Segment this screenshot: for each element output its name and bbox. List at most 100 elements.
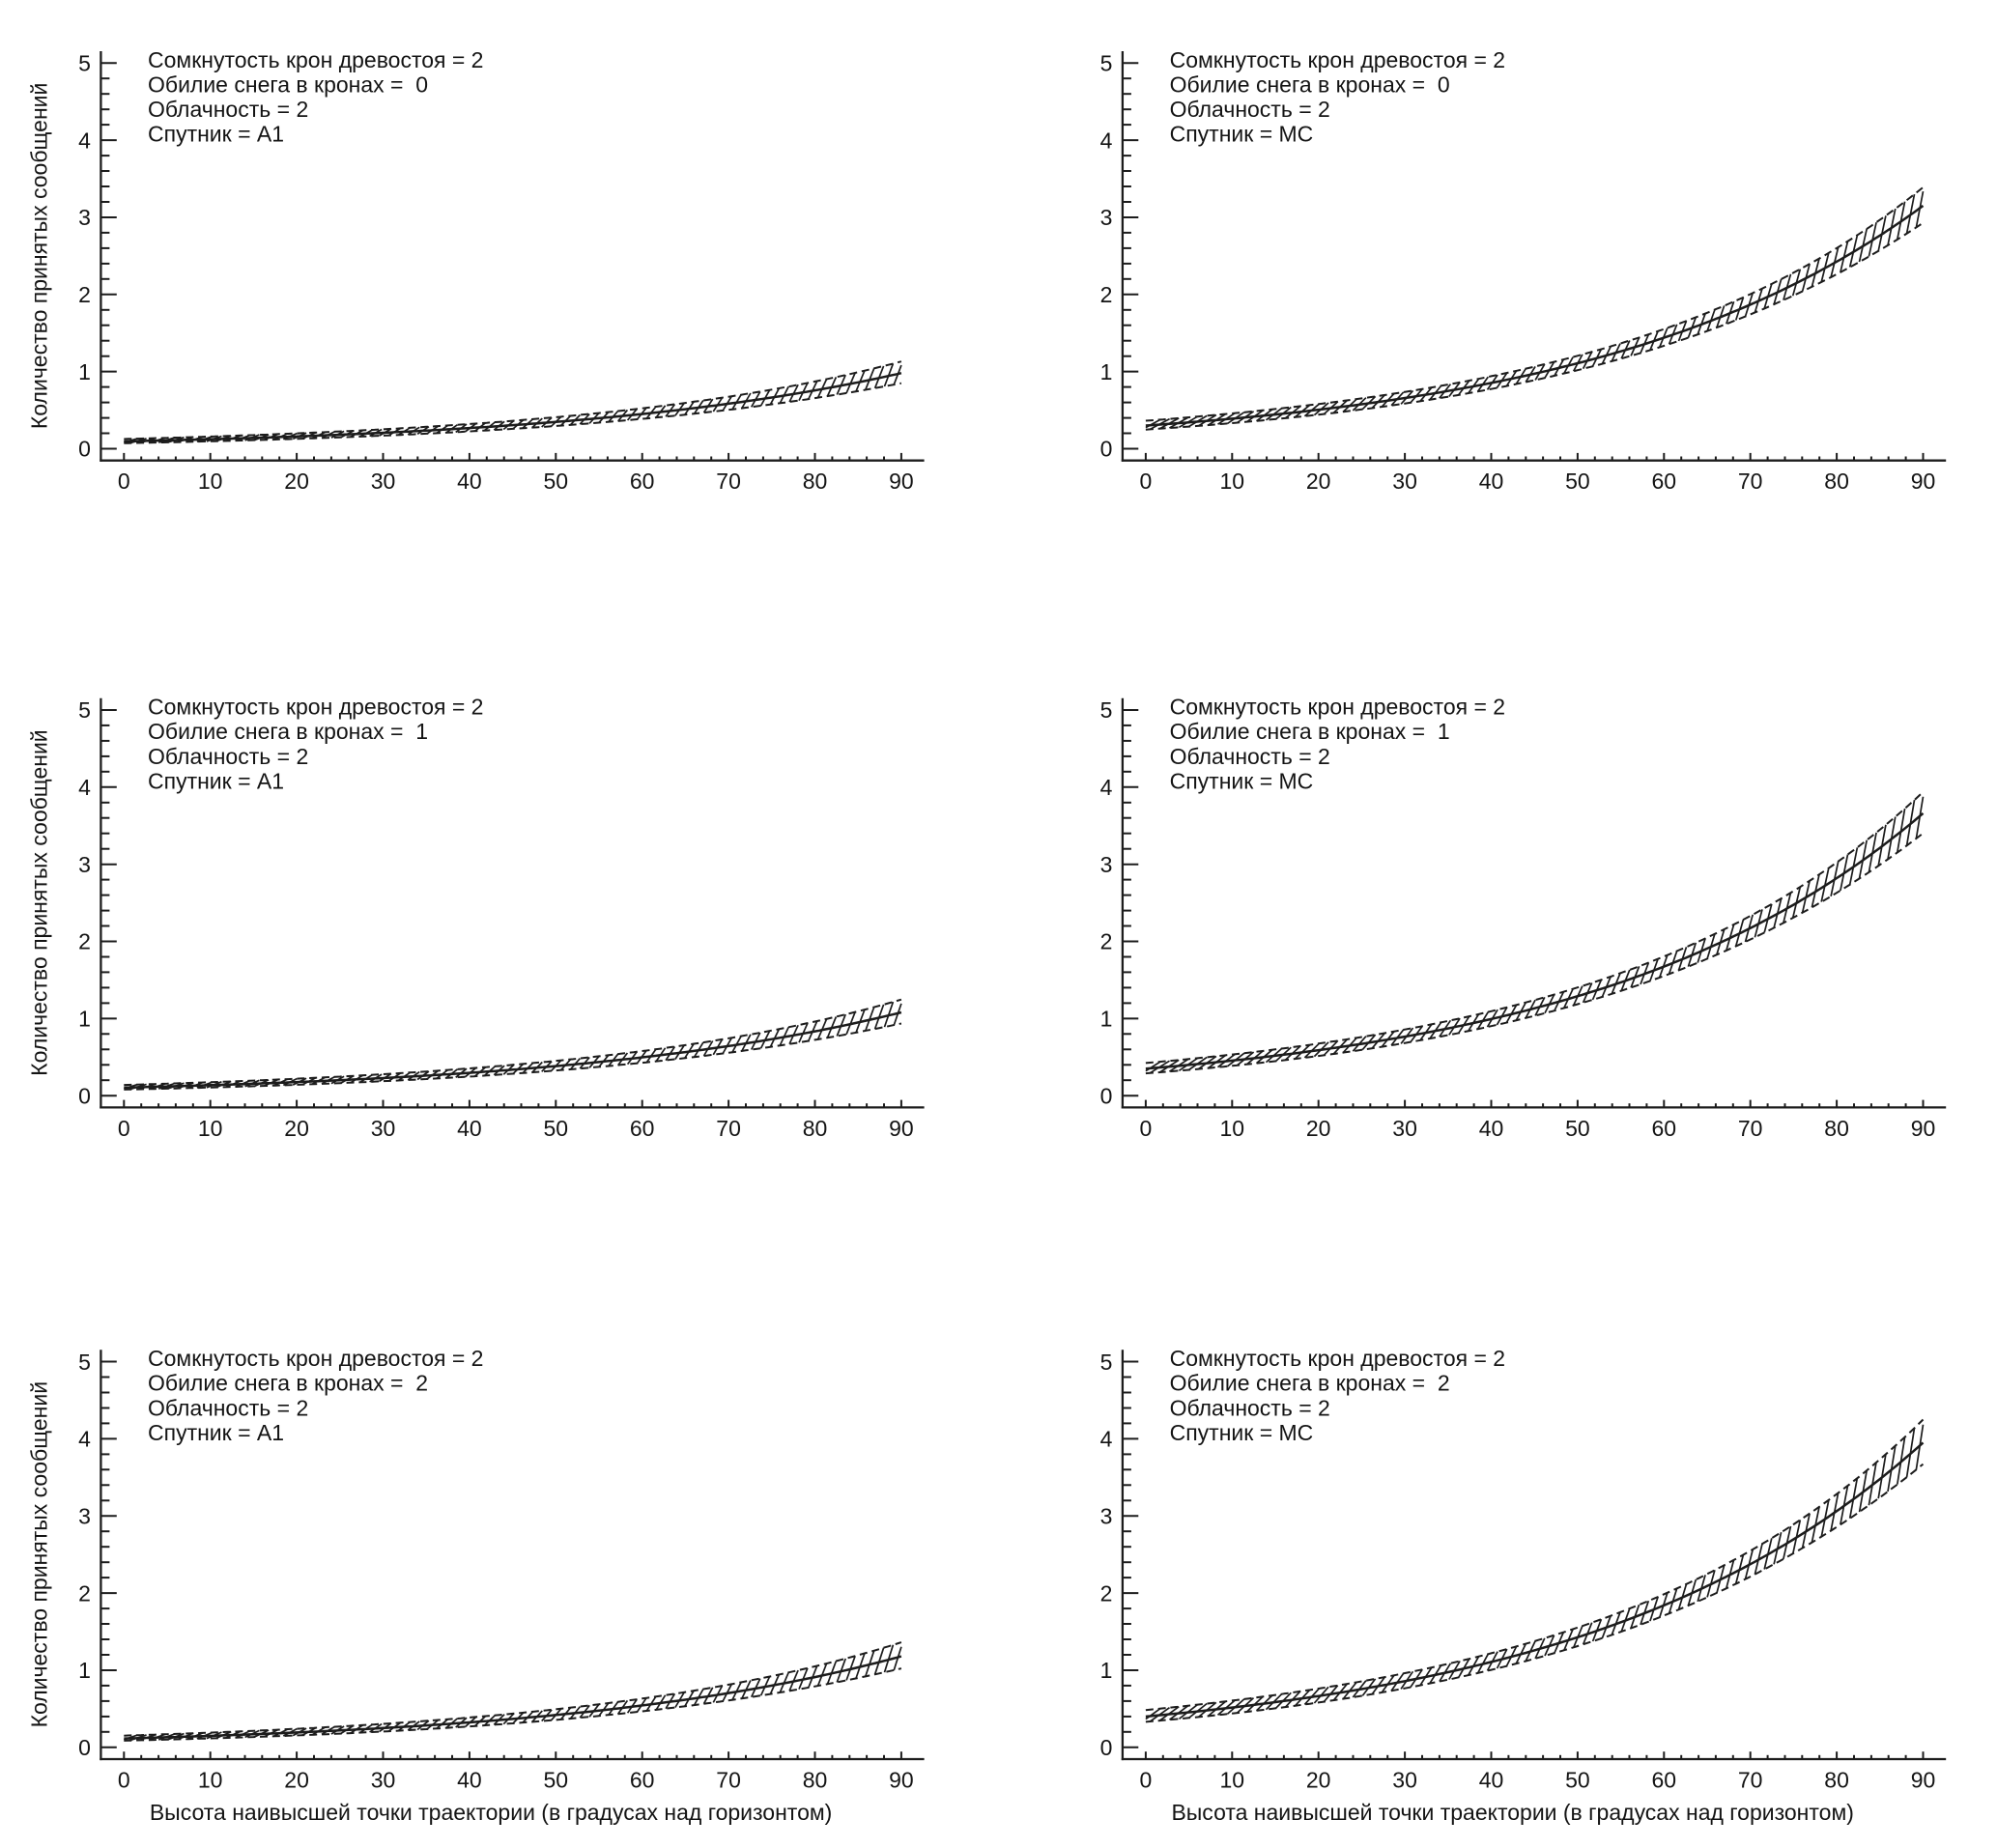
svg-text:80: 80: [803, 469, 828, 494]
svg-text:0: 0: [78, 437, 91, 462]
svg-text:5: 5: [78, 1350, 91, 1375]
svg-text:1: 1: [78, 1007, 91, 1032]
svg-text:90: 90: [889, 469, 914, 494]
svg-text:0: 0: [1100, 1083, 1113, 1108]
svg-text:60: 60: [1652, 1768, 1677, 1793]
svg-text:Обилие снега в кронах = 1: Обилие снега в кронах = 1: [148, 719, 428, 744]
svg-text:30: 30: [1392, 1768, 1417, 1793]
svg-text:0: 0: [118, 1116, 130, 1141]
svg-text:50: 50: [1565, 1768, 1590, 1793]
svg-text:30: 30: [371, 1116, 396, 1141]
svg-text:40: 40: [1479, 1768, 1504, 1793]
svg-text:30: 30: [371, 1768, 396, 1793]
svg-text:70: 70: [1738, 1768, 1763, 1793]
svg-text:50: 50: [1565, 469, 1590, 494]
svg-text:0: 0: [78, 1735, 91, 1760]
svg-text:2: 2: [78, 282, 91, 307]
svg-text:3: 3: [78, 205, 91, 230]
svg-text:4: 4: [1100, 775, 1113, 800]
svg-text:10: 10: [1220, 1768, 1245, 1793]
svg-text:Спутник = А1: Спутник = А1: [148, 122, 284, 147]
svg-text:Спутник = А1: Спутник = А1: [148, 768, 284, 793]
svg-text:70: 70: [716, 1768, 741, 1793]
svg-text:3: 3: [78, 1504, 91, 1529]
svg-text:5: 5: [78, 51, 91, 76]
svg-text:5: 5: [1100, 51, 1113, 76]
svg-text:Сомкнутость крон древостоя = 2: Сомкнутость крон древостоя = 2: [148, 47, 483, 72]
svg-text:Сомкнутость крон древостоя = 2: Сомкнутость крон древостоя = 2: [1170, 47, 1505, 72]
svg-text:Сомкнутость крон древостоя = 2: Сомкнутость крон древостоя = 2: [1170, 1346, 1505, 1371]
svg-text:Облачность = 2: Облачность = 2: [1170, 744, 1330, 769]
svg-text:40: 40: [457, 469, 482, 494]
svg-text:40: 40: [1479, 1116, 1504, 1141]
svg-text:0: 0: [1100, 1735, 1113, 1760]
svg-text:50: 50: [1565, 1116, 1590, 1141]
svg-text:Количество принятых сообщений: Количество принятых сообщений: [27, 1381, 52, 1727]
svg-text:Спутник = МС: Спутник = МС: [1170, 768, 1314, 793]
svg-text:10: 10: [198, 1116, 223, 1141]
svg-text:20: 20: [284, 1768, 309, 1793]
svg-text:Сомкнутость крон древостоя = 2: Сомкнутость крон древостоя = 2: [148, 1346, 483, 1371]
svg-text:50: 50: [544, 1768, 569, 1793]
svg-text:Спутник = МС: Спутник = МС: [1170, 122, 1314, 147]
svg-text:Спутник = МС: Спутник = МС: [1170, 1420, 1314, 1445]
svg-text:90: 90: [1911, 1768, 1936, 1793]
svg-text:2: 2: [1100, 929, 1113, 954]
svg-text:1: 1: [78, 359, 91, 384]
svg-text:4: 4: [1100, 1427, 1113, 1452]
svg-text:40: 40: [457, 1116, 482, 1141]
svg-text:1: 1: [1100, 1658, 1113, 1683]
svg-text:3: 3: [78, 852, 91, 877]
svg-text:Сомкнутость крон древостоя = 2: Сомкнутость крон древостоя = 2: [148, 695, 483, 720]
svg-text:10: 10: [1220, 1116, 1245, 1141]
svg-text:Обилие снега в кронах = 2: Обилие снега в кронах = 2: [1170, 1371, 1450, 1396]
svg-text:0: 0: [1100, 437, 1113, 462]
svg-text:80: 80: [1824, 469, 1849, 494]
svg-text:30: 30: [1392, 469, 1417, 494]
svg-text:Высота наивысшей точки траекто: Высота наивысшей точки траектории (в гра…: [1171, 1800, 1854, 1825]
svg-text:4: 4: [78, 775, 91, 800]
svg-text:30: 30: [1392, 1116, 1417, 1141]
svg-text:Облачность = 2: Облачность = 2: [1170, 1395, 1330, 1420]
svg-text:Спутник = А1: Спутник = А1: [148, 1420, 284, 1445]
svg-text:3: 3: [1100, 205, 1113, 230]
svg-text:2: 2: [78, 1580, 91, 1606]
svg-text:10: 10: [198, 1768, 223, 1793]
svg-text:80: 80: [1824, 1768, 1849, 1793]
svg-text:50: 50: [544, 1116, 569, 1141]
svg-text:80: 80: [803, 1768, 828, 1793]
svg-text:5: 5: [1100, 697, 1113, 723]
svg-text:90: 90: [889, 1116, 914, 1141]
svg-text:50: 50: [544, 469, 569, 494]
svg-text:0: 0: [1140, 1768, 1153, 1793]
svg-text:4: 4: [78, 1427, 91, 1452]
svg-text:1: 1: [1100, 1007, 1113, 1032]
svg-text:3: 3: [1100, 1504, 1113, 1529]
svg-text:20: 20: [1306, 1768, 1331, 1793]
svg-text:Количество принятых сообщений: Количество принятых сообщений: [27, 729, 52, 1075]
svg-text:80: 80: [803, 1116, 828, 1141]
svg-text:2: 2: [1100, 282, 1113, 307]
svg-text:1: 1: [78, 1658, 91, 1683]
svg-text:Обилие снега в кронах = 2: Обилие снега в кронах = 2: [148, 1371, 428, 1396]
svg-text:Облачность = 2: Облачность = 2: [148, 744, 308, 769]
svg-text:4: 4: [78, 128, 91, 153]
svg-text:70: 70: [716, 469, 741, 494]
svg-text:0: 0: [1140, 1116, 1153, 1141]
svg-text:10: 10: [198, 469, 223, 494]
svg-text:Облачность = 2: Облачность = 2: [148, 1395, 308, 1420]
svg-text:Сомкнутость крон древостоя = 2: Сомкнутость крон древостоя = 2: [1170, 695, 1505, 720]
svg-text:3: 3: [1100, 852, 1113, 877]
svg-text:Обилие снега в кронах = 1: Обилие снега в кронах = 1: [1170, 719, 1450, 744]
svg-text:30: 30: [371, 469, 396, 494]
svg-text:60: 60: [1652, 1116, 1677, 1141]
svg-text:90: 90: [1911, 1116, 1936, 1141]
svg-text:20: 20: [284, 1116, 309, 1141]
svg-text:Облачность = 2: Облачность = 2: [1170, 97, 1330, 122]
svg-text:20: 20: [284, 469, 309, 494]
svg-text:Количество принятых сообщений: Количество принятых сообщений: [27, 83, 52, 429]
svg-text:Обилие снега в кронах = 0: Обилие снега в кронах = 0: [148, 71, 428, 97]
svg-text:0: 0: [118, 1768, 130, 1793]
svg-text:1: 1: [1100, 359, 1113, 384]
svg-text:60: 60: [630, 1768, 655, 1793]
